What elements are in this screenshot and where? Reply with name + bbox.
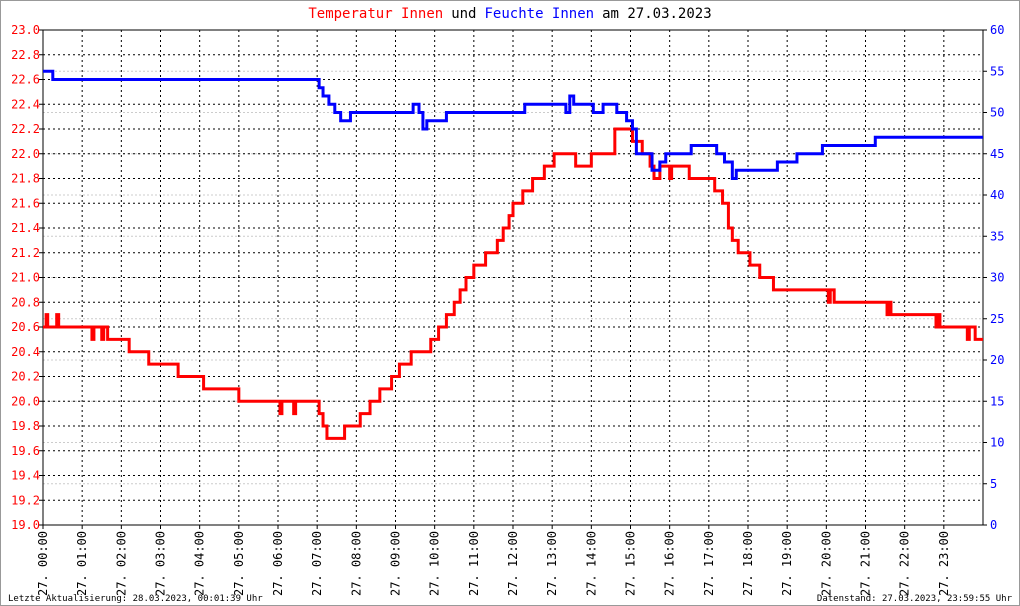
title-part: am 27.03.2023 (602, 6, 712, 22)
y2-tick-label: 60 (990, 23, 1004, 37)
x-tick-label: 27. 22:00 (898, 531, 912, 596)
y2-tick-label: 30 (990, 271, 1004, 285)
x-tick-label: 27. 18:00 (741, 531, 755, 596)
x-tick-label: 27. 08:00 (349, 531, 363, 596)
title-part: und (451, 6, 476, 22)
y-tick-label: 20.0 (11, 394, 40, 408)
x-tick-label: 27. 19:00 (780, 531, 794, 596)
chart-title: Temperatur Innen und Feuchte Innen am 27.03… (308, 6, 711, 22)
y2-tick-label: 35 (990, 229, 1004, 243)
y2-tick-label: 25 (990, 312, 1004, 326)
x-tick-label: 27. 02:00 (114, 531, 128, 596)
title-part: Feuchte Innen (485, 6, 595, 22)
y-tick-label: 21.8 (11, 172, 40, 186)
y-tick-label: 22.8 (11, 48, 40, 62)
x-tick-label: 27. 06:00 (271, 531, 285, 596)
y-tick-label: 19.8 (11, 419, 40, 433)
series-line (43, 127, 983, 440)
y2-tick-label: 10 (990, 436, 1004, 450)
x-tick-label: 27. 16:00 (663, 531, 677, 596)
y-tick-label: 21.4 (11, 221, 40, 235)
y-tick-label: 22.4 (11, 97, 40, 111)
y2-tick-label: 5 (990, 477, 997, 491)
y2-tick-label: 50 (990, 106, 1004, 120)
x-tick-label: 27. 13:00 (545, 531, 559, 596)
footer-right: Datenstand: 27.03.2023, 23:59:55 Uhr (817, 594, 1013, 604)
y-tick-label: 19.4 (11, 469, 40, 483)
y2-tick-label: 45 (990, 147, 1004, 161)
x-tick-label: 27. 12:00 (506, 531, 520, 596)
x-tick-label: 27. 17:00 (702, 531, 716, 596)
x-tick-label: 27. 10:00 (428, 531, 442, 596)
x-tick-label: 27. 20:00 (819, 531, 833, 596)
y2-tick-label: 15 (990, 394, 1004, 408)
x-tick-label: 27. 03:00 (154, 531, 168, 596)
plot-border (42, 29, 984, 526)
y2-tick-label: 0 (990, 518, 997, 532)
x-tick-label: 27. 04:00 (193, 531, 207, 596)
footer-left: Letzte Aktualisierung: 28.03.2023, 00:01… (8, 594, 263, 604)
y-tick-label: 21.0 (11, 271, 40, 285)
y2-tick-label: 40 (990, 188, 1004, 202)
y-tick-label: 19.0 (11, 518, 40, 532)
y-tick-label: 21.6 (11, 196, 40, 210)
y-tick-label: 22.2 (11, 122, 40, 136)
x-tick-label: 27. 15:00 (624, 531, 638, 596)
y-tick-label: 21.2 (11, 246, 40, 260)
y2-tick-label: 55 (990, 64, 1004, 78)
y-tick-label: 22.0 (11, 147, 40, 161)
x-tick-label: 27. 00:00 (36, 531, 50, 596)
x-tick-label: 27. 14:00 (584, 531, 598, 596)
x-tick-label: 27. 23:00 (937, 531, 951, 596)
x-tick-label: 27. 09:00 (389, 531, 403, 596)
title-part: Temperatur Innen (308, 6, 443, 22)
x-tick-label: 27. 07:00 (310, 531, 324, 596)
x-tick-label: 27. 05:00 (232, 531, 246, 596)
y2-tick-label: 20 (990, 353, 1004, 367)
y-tick-label: 19.6 (11, 444, 40, 458)
y-tick-label: 20.4 (11, 345, 40, 359)
x-tick-label: 27. 11:00 (467, 531, 481, 596)
y-tick-label: 23.0 (11, 23, 40, 37)
x-tick-label: 27. 01:00 (75, 531, 89, 596)
series-line (43, 69, 983, 180)
y-tick-label: 20.2 (11, 370, 40, 384)
y-tick-label: 20.8 (11, 295, 40, 309)
y-tick-label: 22.6 (11, 73, 40, 87)
y-tick-label: 20.6 (11, 320, 40, 334)
x-tick-label: 27. 21:00 (859, 531, 873, 596)
y-tick-label: 19.2 (11, 493, 40, 507)
